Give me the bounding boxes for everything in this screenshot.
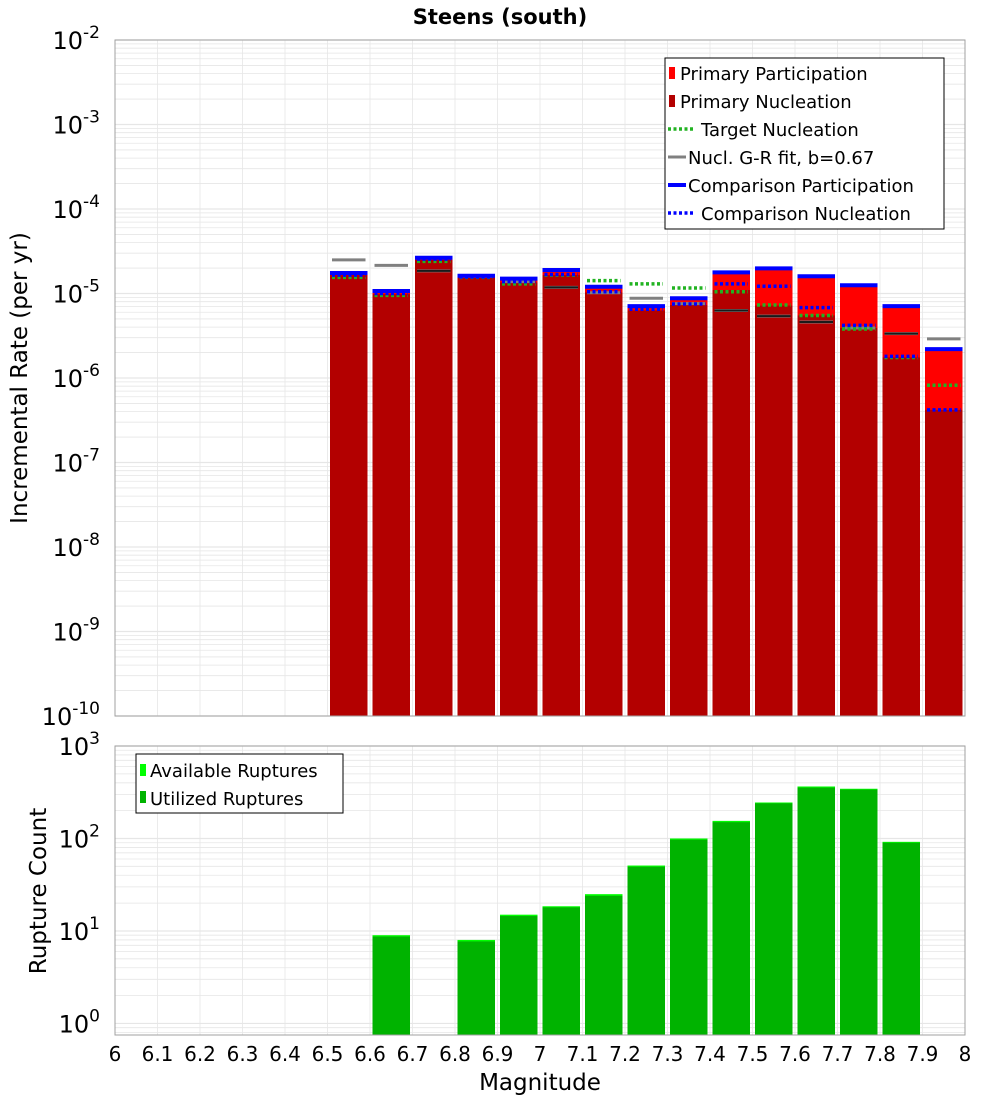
utilized-ruptures-bar	[882, 842, 920, 1035]
bottom-plot: 100 101 102 103 6 6.1 6.2 6.3 6.4 6.5 6.6 6.7 6.8 6.…	[26, 729, 971, 1096]
primary-nucleation-bar	[755, 305, 793, 716]
x-tick-label: 6.6	[354, 1042, 386, 1066]
bottom-plot-x-ticks: 6 6.1 6.2 6.3 6.4 6.5 6.6 6.7 6.8 6.9 7 7.1 7.2 7.3 7.…	[109, 1042, 972, 1066]
primary-nucleation-bar	[797, 315, 835, 716]
y-tick-label: 101	[59, 914, 100, 946]
primary-nucleation-bar	[457, 277, 495, 716]
x-tick-label: 7.3	[652, 1042, 684, 1066]
legend-primary-participation-swatch	[669, 67, 675, 79]
y-tick-label: 10-7	[53, 446, 101, 478]
utilized-ruptures-bar	[542, 907, 580, 1035]
top-plot-y-label: Incremental Rate (per yr)	[7, 232, 33, 524]
bottom-plot-frame	[114, 745, 966, 1036]
x-tick-label: 7.7	[822, 1042, 854, 1066]
utilized-ruptures-bar	[500, 916, 538, 1035]
top-plot: 10-10 10-9 10-8 10-7 10-6 10-5 10-4 10-3 10-2 In…	[7, 23, 966, 731]
primary-nucleation-bar	[925, 409, 963, 716]
legend-available-ruptures-label: Available Ruptures	[150, 761, 318, 782]
y-tick-label: 100	[59, 1006, 100, 1038]
legend-target-nucleation-label: Target Nucleation	[700, 120, 859, 141]
legend-utilized-ruptures-swatch	[140, 791, 146, 803]
primary-nucleation-bar	[330, 275, 368, 716]
utilized-ruptures-bar	[372, 936, 410, 1035]
primary-nucleation-bar	[840, 328, 878, 716]
y-tick-label: 10-10	[42, 699, 100, 731]
x-tick-label: 6.2	[184, 1042, 216, 1066]
x-tick-label: 6.1	[142, 1042, 174, 1066]
x-tick-label: 7.2	[609, 1042, 641, 1066]
primary-nucleation-bar	[882, 357, 920, 716]
x-tick-label: 7.6	[779, 1042, 811, 1066]
primary-nucleation-bar	[627, 310, 665, 716]
top-plot-y-ticks: 10-10 10-9 10-8 10-7 10-6 10-5 10-4 10-3 10-2	[42, 23, 100, 731]
primary-nucleation-bar	[712, 290, 750, 716]
utilized-ruptures-bar	[670, 839, 708, 1035]
y-tick-label: 10-3	[53, 108, 101, 140]
legend-comparison-participation-label: Comparison Participation	[688, 176, 914, 197]
x-tick-label: 7.5	[737, 1042, 769, 1066]
legend-available-ruptures-swatch	[140, 764, 146, 776]
y-tick-label: 103	[59, 729, 100, 761]
y-tick-label: 10-5	[53, 277, 101, 309]
x-tick-label: 7.9	[907, 1042, 939, 1066]
x-tick-label: 6.8	[439, 1042, 471, 1066]
legend-primary-nucleation-swatch	[669, 95, 675, 107]
utilized-ruptures-bar	[755, 803, 793, 1035]
x-tick-label: 6	[109, 1042, 122, 1066]
y-tick-label: 10-9	[53, 615, 101, 647]
primary-nucleation-bar	[585, 292, 623, 716]
utilized-ruptures-bar	[797, 787, 835, 1035]
primary-nucleation-bar	[500, 282, 538, 716]
bottom-plot-y-ticks: 100 101 102 103	[59, 729, 100, 1038]
primary-nucleation-bar	[670, 305, 708, 716]
y-tick-label: 10-2	[53, 23, 101, 55]
x-tick-label: 6.5	[312, 1042, 344, 1066]
primary-nucleation-bar	[542, 275, 580, 716]
utilized-ruptures-bar	[585, 895, 623, 1035]
utilized-ruptures-bar	[840, 789, 878, 1035]
x-tick-label: 8	[959, 1042, 972, 1066]
x-tick-label: 6.3	[227, 1042, 259, 1066]
utilized-ruptures-bar	[627, 866, 665, 1035]
top-plot-bars	[330, 258, 963, 716]
bottom-plot-bars	[372, 786, 920, 1035]
bottom-plot-x-label: Magnitude	[479, 1070, 601, 1096]
x-tick-label: 7	[534, 1042, 547, 1066]
legend-primary-nucleation-label: Primary Nucleation	[680, 92, 852, 113]
legend-comparison-nucleation-label: Comparison Nucleation	[701, 204, 911, 225]
y-tick-label: 10-6	[53, 361, 101, 393]
primary-nucleation-bar	[415, 259, 453, 716]
top-legend: Primary Participation Primary Nucleation…	[664, 57, 945, 230]
y-tick-label: 102	[59, 821, 100, 853]
y-tick-label: 10-8	[53, 530, 101, 562]
bottom-plot-y-label: Rupture Count	[26, 808, 52, 974]
bottom-legend: Available Ruptures Utilized Ruptures	[135, 753, 344, 814]
chart-title: Steens (south)	[413, 5, 587, 29]
x-tick-label: 7.4	[694, 1042, 726, 1066]
utilized-ruptures-bar	[712, 822, 750, 1035]
x-tick-label: 7.8	[864, 1042, 896, 1066]
x-tick-label: 6.7	[397, 1042, 429, 1066]
x-tick-label: 6.4	[269, 1042, 301, 1066]
top-plot-frame	[114, 39, 966, 717]
top-legend-box	[664, 57, 945, 230]
top-plot-lines	[330, 255, 963, 412]
x-tick-label: 6.9	[482, 1042, 514, 1066]
bottom-legend-box	[135, 753, 344, 814]
legend-gr-fit-label: Nucl. G-R fit, b=0.67	[688, 148, 874, 169]
y-tick-label: 10-4	[53, 192, 101, 224]
legend-utilized-ruptures-label: Utilized Ruptures	[150, 789, 303, 810]
primary-nucleation-bar	[372, 294, 410, 716]
x-tick-label: 7.1	[567, 1042, 599, 1066]
utilized-ruptures-bar	[457, 941, 495, 1035]
legend-primary-participation-label: Primary Participation	[680, 64, 868, 85]
